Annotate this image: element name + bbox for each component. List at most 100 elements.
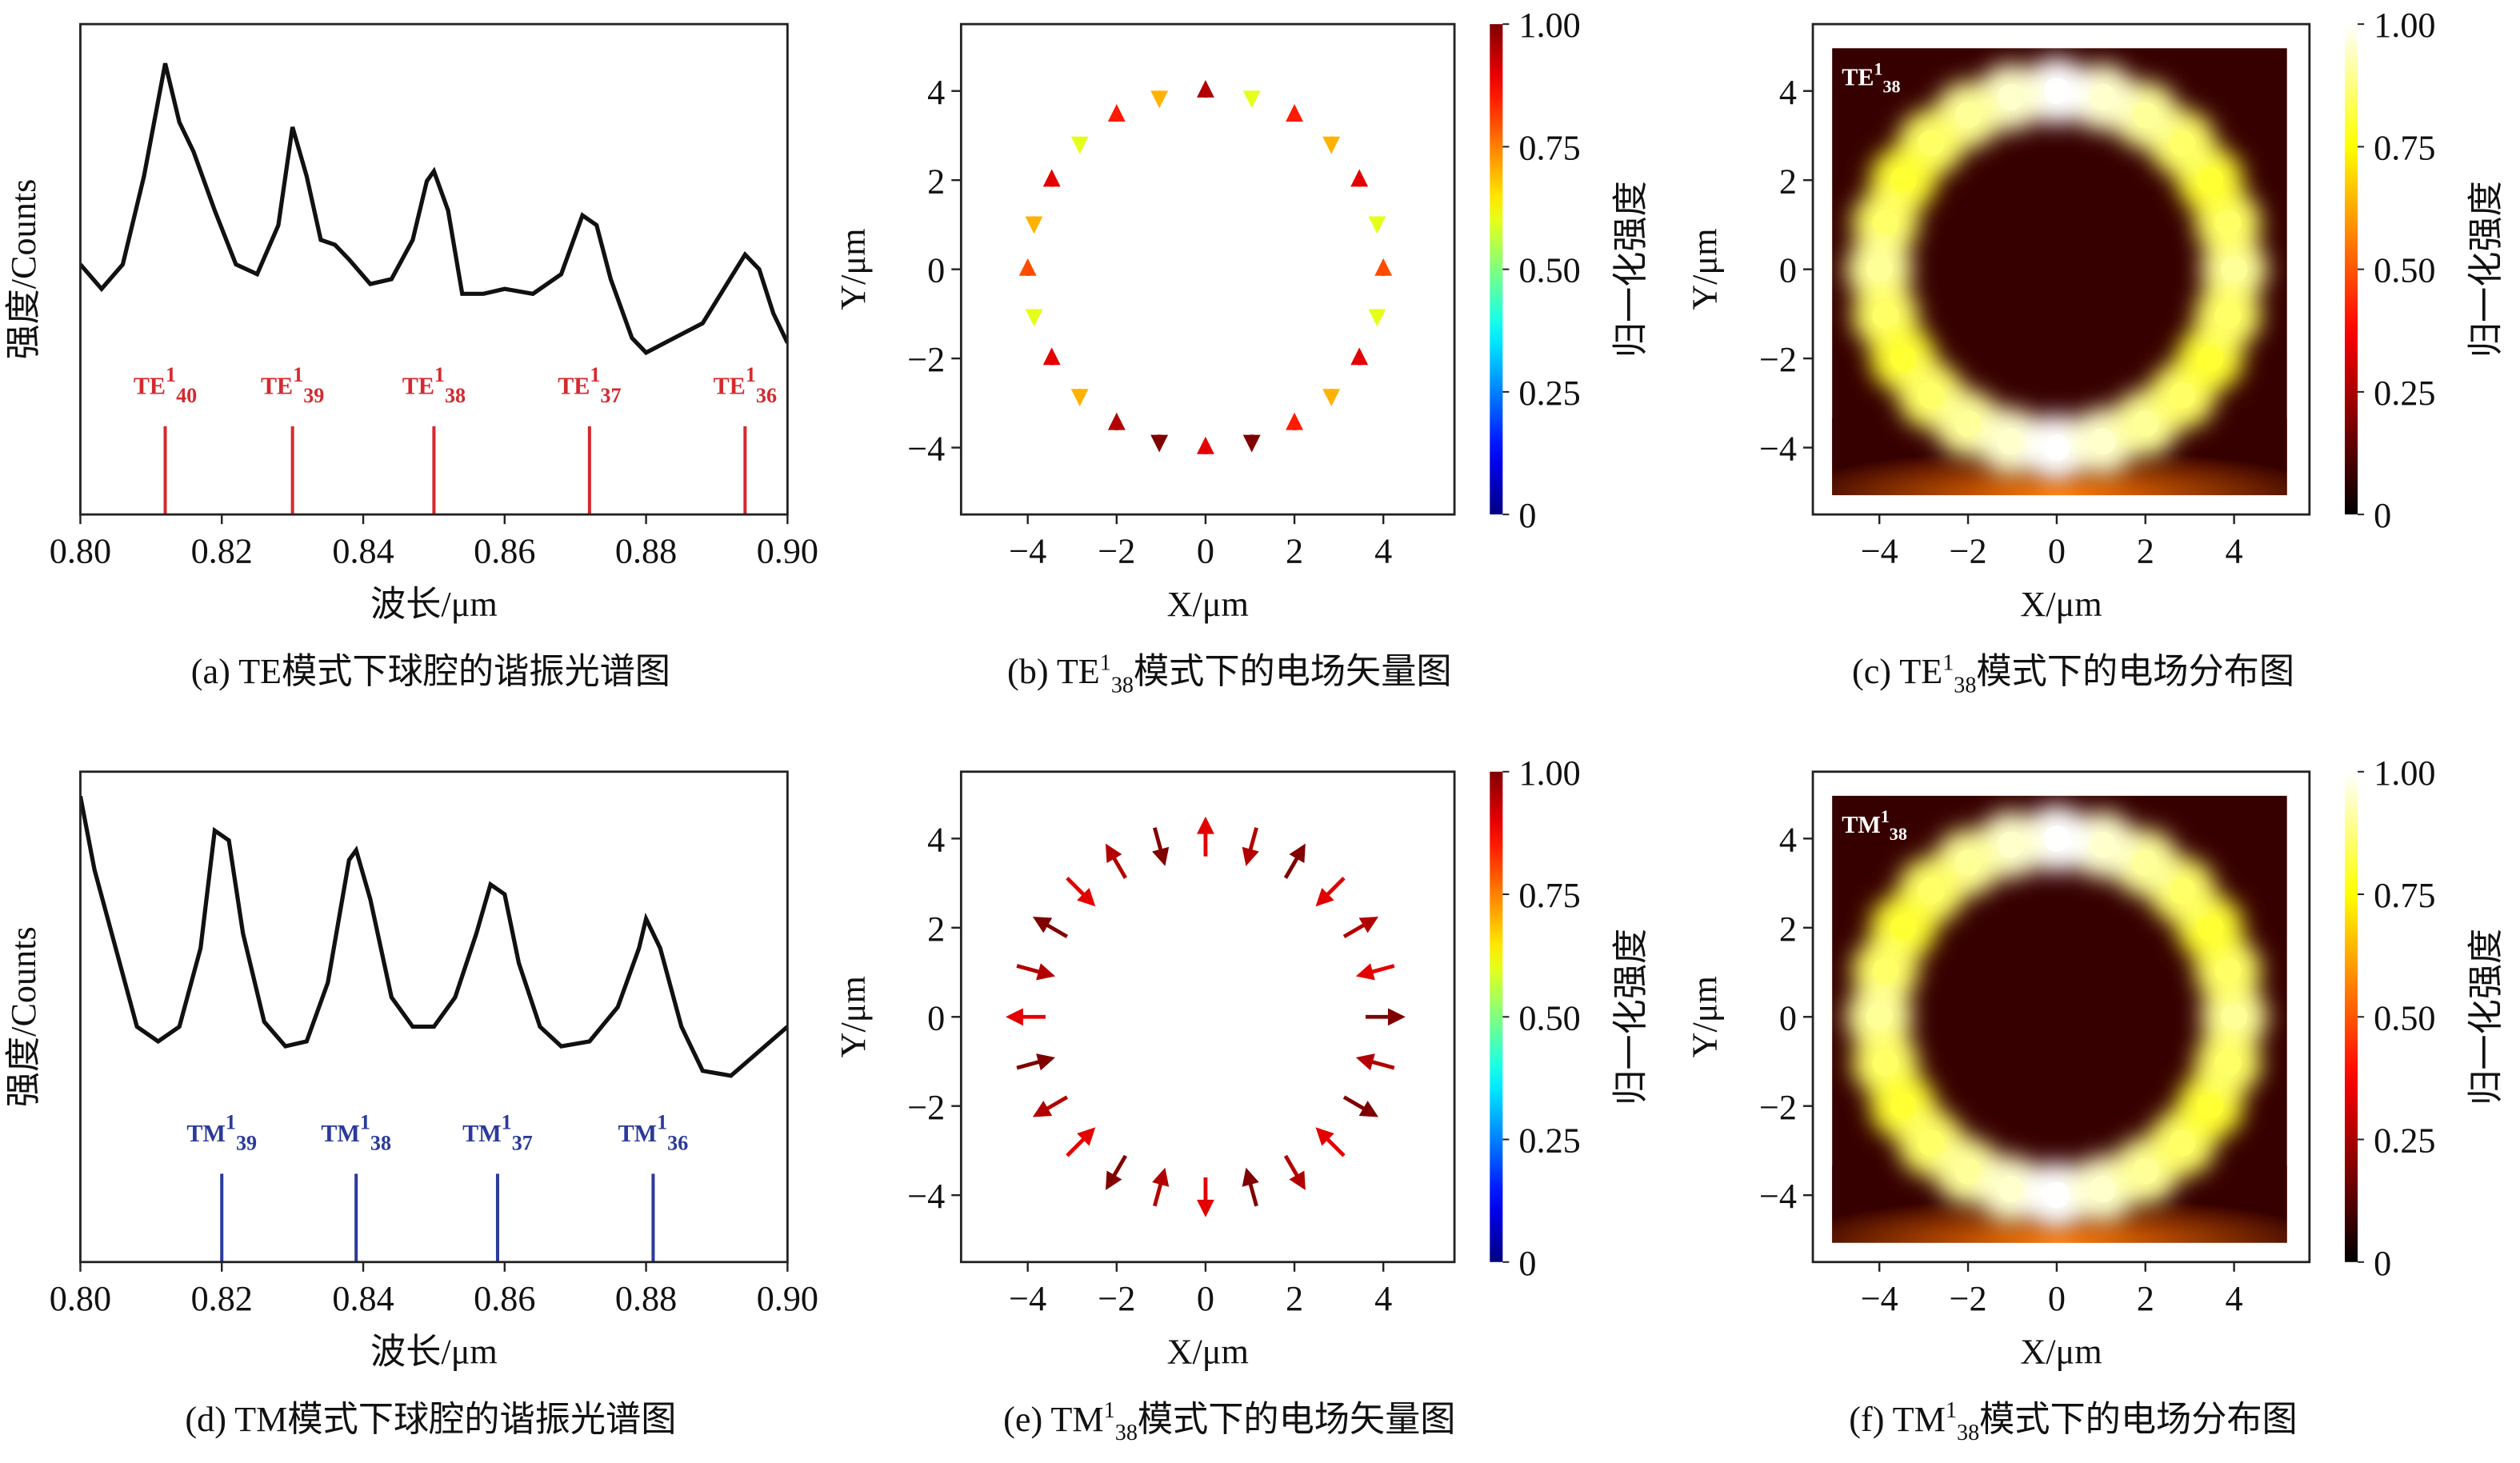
panel: −4 −2 0 2 4 −4 −2 0 2 4 X/μm Y/μm 0 0.25 0.50 0.75 1.00 归… <box>834 6 1650 698</box>
x-tick-label: 0.84 <box>332 531 394 570</box>
x-tick-label: 4 <box>2226 1279 2243 1318</box>
field-vector <box>1368 216 1386 234</box>
superscript: 1 <box>1946 1398 1957 1423</box>
field-vector <box>1066 876 1096 907</box>
text-part: 模式下的电场分布图 <box>1979 1400 2298 1439</box>
y-tick-label: 0 <box>927 251 945 290</box>
field-vector <box>1042 169 1061 187</box>
colorbar-tick-label: 1.00 <box>2374 753 2435 793</box>
mode-label: TM136 <box>618 1111 689 1155</box>
field-lobe-core <box>1918 382 1945 410</box>
field-vector <box>1322 136 1341 154</box>
field-vector <box>1032 916 1069 939</box>
field-vector <box>1365 1008 1406 1026</box>
field-lobe-core <box>2132 410 2159 438</box>
x-tick-label: 0.84 <box>332 1279 394 1318</box>
text-part: TM <box>618 1120 658 1147</box>
x-tick-label: 4 <box>1374 1279 1392 1318</box>
x-axis-label: X/μm <box>2020 1332 2102 1371</box>
field-vector <box>1315 1127 1346 1157</box>
field-lobe-core <box>2197 345 2224 372</box>
field-vector <box>1350 347 1369 366</box>
subscript: 38 <box>1111 673 1134 698</box>
y-tick-label: −4 <box>1759 1177 1797 1216</box>
field-vector <box>1355 1053 1395 1071</box>
field-lobe-core <box>2089 428 2117 455</box>
field-lobe-core <box>2089 831 2117 858</box>
field-vector <box>1368 309 1386 327</box>
field-lobe-core <box>1954 102 1982 129</box>
x-tick-label: −4 <box>1009 1279 1046 1318</box>
caption: (f) TM138模式下的电场分布图 <box>1849 1398 2297 1445</box>
mode-label: TM138 <box>321 1111 391 1155</box>
caption: (b) TE138模式下的电场矢量图 <box>1007 650 1452 698</box>
field-vector <box>1105 1154 1128 1190</box>
colorbar-tick-label: 1.00 <box>1518 753 1580 793</box>
field-lobe-core <box>1872 210 1899 237</box>
colorbar <box>1490 24 1503 515</box>
y-axis-label: Y/μm <box>1686 976 1725 1057</box>
field-lobe-core <box>2220 256 2248 283</box>
text-part: TM <box>1842 811 1881 838</box>
colorbar-tick-label: 0.50 <box>1518 998 1580 1037</box>
x-tick-label: 0 <box>1197 1279 1214 1318</box>
field-vector <box>1066 1127 1096 1157</box>
colorbar-label: 归一化强度 <box>2466 929 2506 1105</box>
field-vector <box>1196 80 1214 98</box>
plot-area <box>1832 48 2287 496</box>
colorbar-tick-label: 0.25 <box>2374 374 2435 413</box>
field-lobe-core <box>1890 914 1917 941</box>
y-tick-label: 2 <box>927 909 945 949</box>
mode-label: TM139 <box>186 1111 257 1155</box>
x-tick-label: 4 <box>2226 531 2243 570</box>
field-lobe-core <box>1997 83 2024 111</box>
field-vector <box>1350 169 1369 187</box>
field-vector <box>1070 136 1089 154</box>
y-axis-label: Y/μm <box>1686 229 1725 310</box>
field-vector <box>1196 436 1214 454</box>
field-vector <box>1018 258 1037 276</box>
text-part: 模式下的电场矢量图 <box>1138 1400 1456 1439</box>
superscript: 1 <box>502 1111 512 1134</box>
field-lobe-core <box>1890 345 1917 372</box>
field-vector <box>1286 104 1303 122</box>
field-vector <box>1283 843 1306 879</box>
field-lobe-core <box>2197 914 2224 941</box>
y-axis-label: Y/μm <box>834 976 873 1057</box>
field-lobe-core <box>2197 166 2224 194</box>
spectrum-line <box>80 795 788 1078</box>
mode-label: TE137 <box>558 363 621 407</box>
field-lobe-core <box>1872 1049 1899 1077</box>
y-tick-label: 4 <box>1779 73 1797 112</box>
superscript: 1 <box>1881 806 1890 826</box>
field-lobe-core <box>1954 1157 1982 1185</box>
subscript: 36 <box>667 1132 688 1155</box>
y-tick-label: −2 <box>907 340 945 379</box>
field-lobe-core <box>1866 256 1893 283</box>
text-part: (e) TM <box>1003 1400 1104 1439</box>
field-vector <box>1242 827 1259 866</box>
field-vector <box>1025 216 1043 234</box>
y-tick-label: 4 <box>927 820 945 859</box>
field-vector <box>1152 827 1170 866</box>
y-axis-label: Y/μm <box>834 229 873 310</box>
field-lobe-core <box>1997 831 2024 858</box>
field-vector <box>1107 104 1126 122</box>
field-lobe-core <box>2214 302 2242 330</box>
superscript: 1 <box>1942 650 1954 675</box>
text-part: (f) TM <box>1849 1400 1946 1439</box>
y-tick-label: 4 <box>927 73 945 112</box>
field-lobe-core <box>2169 382 2196 410</box>
y-tick-label: 0 <box>1779 251 1797 290</box>
text-part: (c) TE <box>1852 652 1942 691</box>
axes-frame <box>79 22 789 516</box>
x-tick-label: 2 <box>2137 1279 2154 1318</box>
field-vector <box>1196 1177 1214 1217</box>
mode-label: TM137 <box>462 1111 533 1155</box>
y-tick-label: 2 <box>1779 162 1797 201</box>
colorbar-tick-label: 0.25 <box>2374 1121 2435 1161</box>
field-lobe-core <box>1918 877 1945 905</box>
x-tick-label: 2 <box>2137 531 2154 570</box>
